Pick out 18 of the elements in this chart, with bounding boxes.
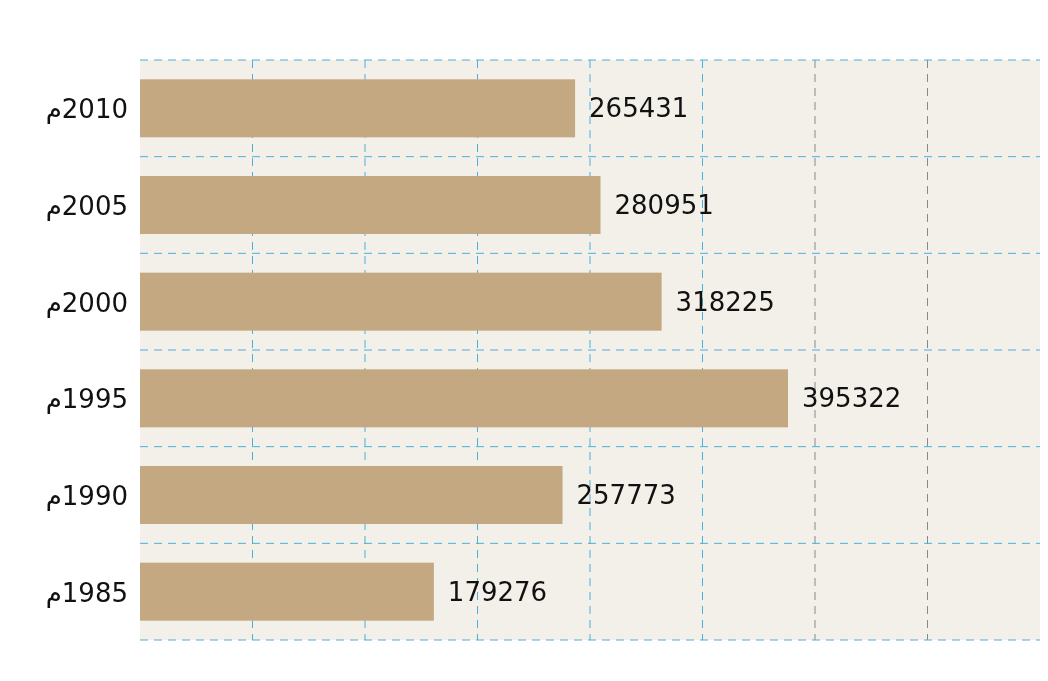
data-label: 179276	[447, 576, 548, 607]
bar	[140, 369, 788, 428]
y-tick-label: 2010م	[45, 94, 128, 125]
bar	[140, 272, 662, 331]
data-label: 280951	[614, 190, 714, 220]
y-tick-label: 2000م	[45, 287, 128, 318]
data-label: 395322	[802, 383, 902, 414]
y-tick-label: 1995م	[45, 384, 128, 415]
y-tick-label: 2005م	[45, 191, 128, 221]
data-label: 257773	[576, 480, 676, 510]
bar	[140, 79, 576, 138]
bar	[140, 176, 601, 234]
bar	[140, 466, 563, 524]
bar	[140, 562, 434, 621]
data-label: 265431	[589, 93, 689, 124]
data-label: 318225	[675, 286, 775, 317]
y-tick-label: 1990م	[45, 481, 128, 511]
y-tick-label: 1985م	[45, 577, 128, 608]
